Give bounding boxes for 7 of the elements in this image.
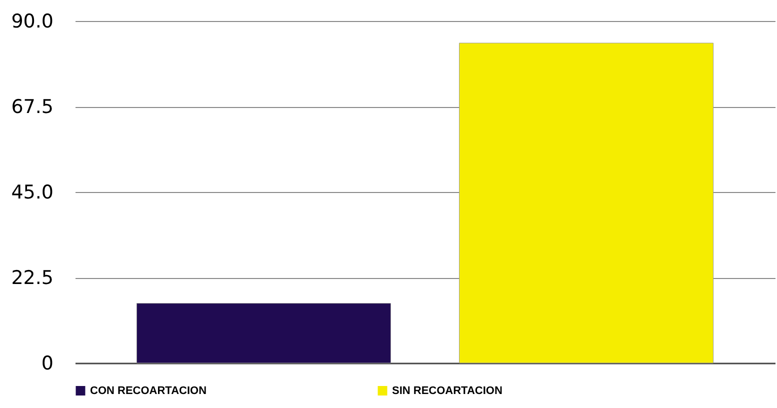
legend-label: SIN RECOARTACION xyxy=(392,384,502,397)
y-tick-label: 90.0 xyxy=(11,10,54,32)
y-tick-label: 0 xyxy=(41,352,54,374)
y-tick-label: 45.0 xyxy=(11,182,54,204)
legend-label: CON RECOARTACION xyxy=(90,384,207,397)
y-tick-label: 67.5 xyxy=(11,96,54,118)
y-tick-label: 22.5 xyxy=(11,267,54,289)
